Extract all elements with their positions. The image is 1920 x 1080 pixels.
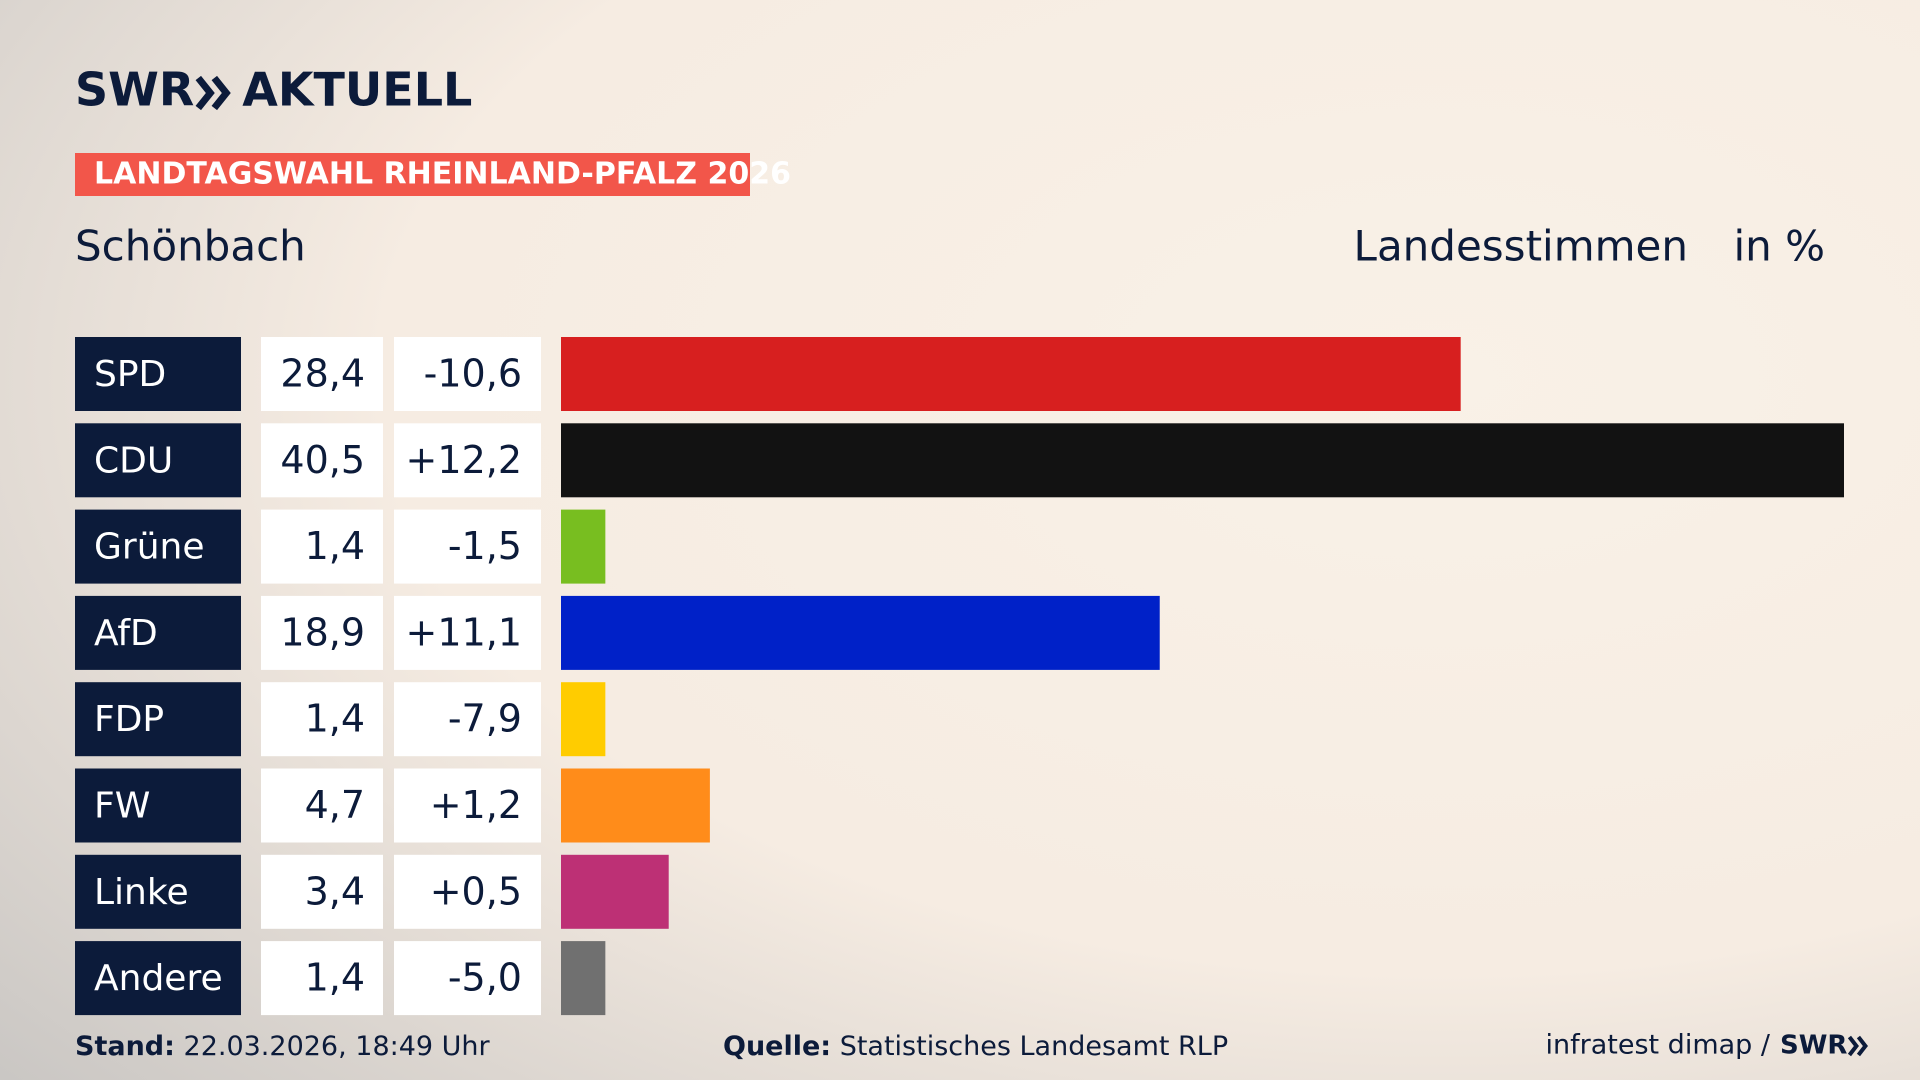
party-box xyxy=(75,337,241,411)
brand-suffix: AKTUELL xyxy=(242,63,472,117)
subtitle: Schönbach xyxy=(75,222,306,271)
party-box xyxy=(75,768,241,843)
change-label: +12,2 xyxy=(406,438,522,482)
change-label: +0,5 xyxy=(430,869,522,913)
chevron xyxy=(1847,1035,1859,1057)
brand: SWR xyxy=(75,63,194,117)
change-cell xyxy=(394,768,541,843)
source-label: Quelle: xyxy=(723,1031,831,1062)
change-label: -10,6 xyxy=(424,352,522,396)
party-box xyxy=(75,595,241,670)
party-box xyxy=(75,423,241,498)
change-label: +1,2 xyxy=(430,783,522,827)
bar xyxy=(561,768,710,843)
value-box xyxy=(261,854,383,929)
party-label: AfD xyxy=(94,613,158,654)
change-cell xyxy=(394,941,541,1016)
change-cell xyxy=(394,509,541,584)
stand-label: Stand: xyxy=(75,1031,175,1062)
party-label: Linke xyxy=(94,872,189,913)
brand-chevrons xyxy=(195,75,231,111)
value-label: 1,4 xyxy=(305,524,365,568)
chart-title: LANDTAGSWAHL RHEINLAND-PFALZ 2026 xyxy=(94,157,791,192)
party-label: FDP xyxy=(94,699,164,740)
value-label: 3,4 xyxy=(305,869,365,913)
bar xyxy=(561,854,669,929)
bar xyxy=(561,682,606,757)
value-box xyxy=(261,682,383,757)
bar xyxy=(561,423,1844,498)
source: Statistisches Landesamt RLP xyxy=(840,1031,1228,1062)
value-label: 1,4 xyxy=(305,956,365,1000)
chevron xyxy=(211,75,231,111)
unit: in % xyxy=(1733,222,1825,271)
party-box xyxy=(75,682,241,757)
credit: infratest dimap / xyxy=(1545,1030,1770,1061)
party-box xyxy=(75,509,241,584)
bar xyxy=(561,337,1461,411)
change-label: -1,5 xyxy=(448,524,522,568)
party-label: Andere xyxy=(94,958,223,999)
value-label: 40,5 xyxy=(280,438,365,482)
party-label: Grüne xyxy=(94,527,204,568)
title-banner xyxy=(75,153,750,196)
measure: Landesstimmen xyxy=(1354,222,1688,271)
bar xyxy=(561,941,606,1016)
party-label: SPD xyxy=(94,354,166,395)
value-label: 4,7 xyxy=(305,783,365,827)
footer-stand: Stand: 22.03.2026, 18:49 Uhr xyxy=(75,1031,491,1062)
value-box xyxy=(261,941,383,1016)
value-box xyxy=(261,337,383,411)
change-label: +11,1 xyxy=(406,610,522,654)
credit-chevrons xyxy=(1847,1035,1868,1057)
footer-source: Quelle: Statistisches Landesamt RLP xyxy=(723,1031,1228,1062)
change-label: -5,0 xyxy=(448,956,522,1000)
change-cell xyxy=(394,423,541,498)
party-label: FW xyxy=(94,786,150,827)
value-box xyxy=(261,768,383,843)
change-cell xyxy=(394,682,541,757)
value-label: 28,4 xyxy=(280,352,365,396)
value-label: 18,9 xyxy=(280,610,365,654)
party-box xyxy=(75,854,241,929)
bar xyxy=(561,509,606,584)
change-label: -7,9 xyxy=(448,697,522,741)
value-box xyxy=(261,423,383,498)
chevron xyxy=(1856,1035,1868,1057)
change-cell xyxy=(394,595,541,670)
credit-brand: SWR xyxy=(1780,1031,1847,1061)
value-label: 1,4 xyxy=(305,697,365,741)
stand: 22.03.2026, 18:49 Uhr xyxy=(184,1031,491,1062)
party-label: CDU xyxy=(94,440,173,481)
party-box xyxy=(75,941,241,1016)
value-box xyxy=(261,509,383,584)
chevron xyxy=(195,75,215,111)
bar xyxy=(561,595,1160,670)
change-cell xyxy=(394,337,541,411)
value-box xyxy=(261,595,383,670)
change-cell xyxy=(394,854,541,929)
